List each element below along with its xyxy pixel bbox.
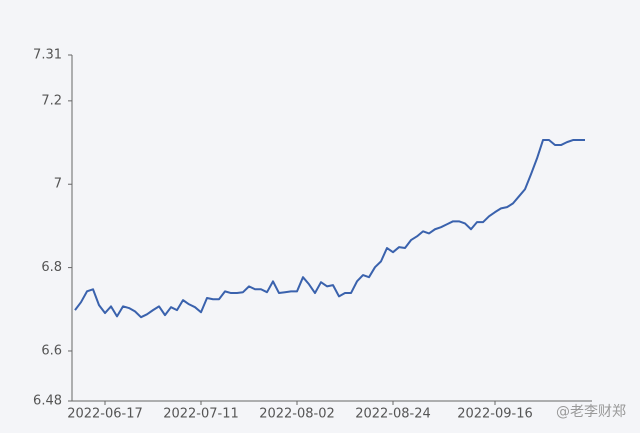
y-tick-label: 7.31 bbox=[33, 48, 62, 63]
y-tick-label: 6.6 bbox=[41, 343, 62, 358]
x-tick-label: 2022-09-16 bbox=[457, 407, 533, 422]
x-tick-label: 2022-08-24 bbox=[355, 407, 431, 422]
x-tick-label: 2022-07-11 bbox=[163, 407, 239, 422]
y-tick-label: 7 bbox=[54, 177, 62, 192]
y-tick-label: 6.8 bbox=[41, 260, 62, 275]
y-tick-label: 6.48 bbox=[33, 394, 62, 409]
x-tick-label: 2022-06-17 bbox=[67, 407, 143, 422]
y-tick-label: 7.2 bbox=[41, 93, 62, 108]
x-tick-label: 2022-08-02 bbox=[259, 407, 335, 422]
line bbox=[74, 139, 585, 319]
watermark: @老李财郑 bbox=[556, 404, 626, 420]
